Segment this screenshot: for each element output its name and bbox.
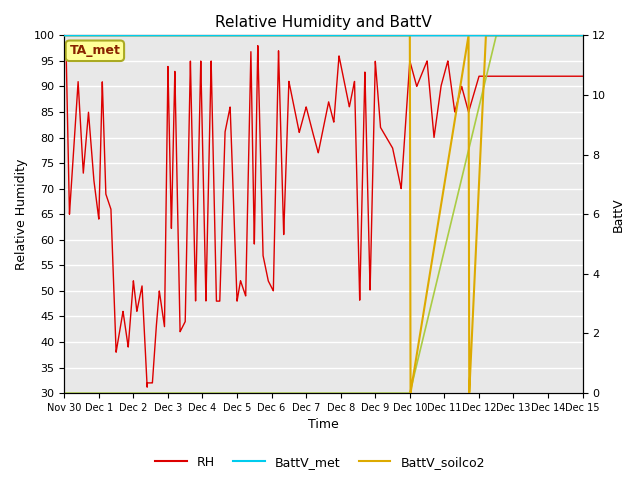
X-axis label: Time: Time	[308, 419, 339, 432]
Y-axis label: Relative Humidity: Relative Humidity	[15, 158, 28, 270]
Y-axis label: BattV: BattV	[612, 197, 625, 231]
Legend: RH, BattV_met, BattV_soilco2: RH, BattV_met, BattV_soilco2	[150, 451, 490, 474]
Text: TA_met: TA_met	[70, 44, 120, 57]
Title: Relative Humidity and BattV: Relative Humidity and BattV	[215, 15, 432, 30]
